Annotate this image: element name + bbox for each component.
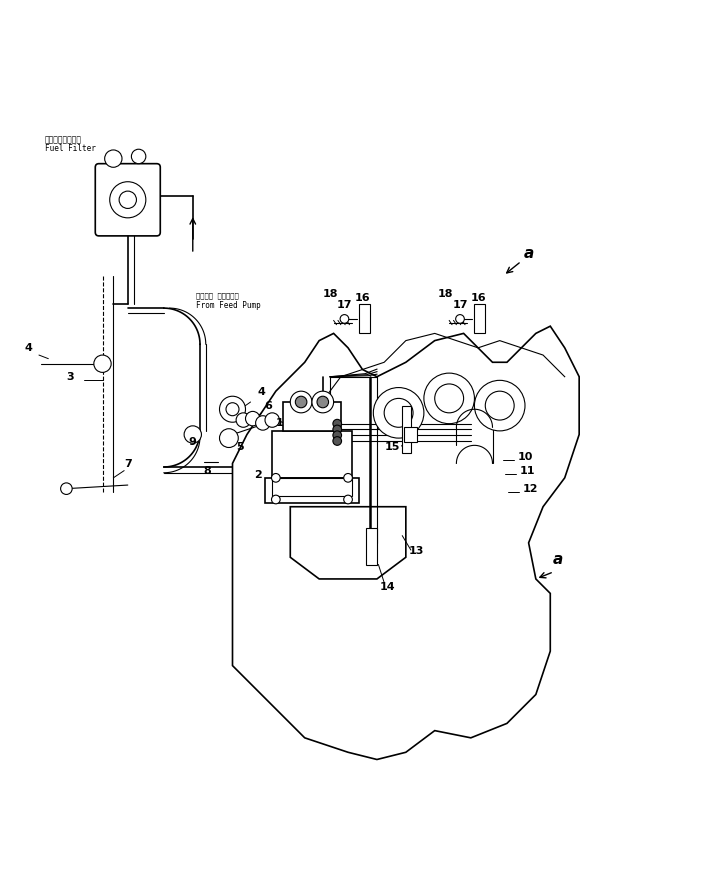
Text: 6: 6 (265, 401, 273, 411)
Polygon shape (233, 326, 579, 760)
Bar (283, 402, 341, 431)
Circle shape (333, 431, 341, 440)
Circle shape (256, 415, 270, 430)
Circle shape (290, 391, 312, 413)
Circle shape (333, 420, 341, 428)
Circle shape (131, 149, 146, 163)
Text: フィード  ポンプから: フィード ポンプから (196, 292, 239, 299)
Text: 4: 4 (257, 387, 265, 397)
Text: 14: 14 (380, 581, 396, 592)
Circle shape (317, 396, 328, 408)
Text: 11: 11 (520, 467, 536, 476)
Bar (366, 528, 377, 565)
Circle shape (340, 315, 349, 323)
Circle shape (435, 384, 463, 413)
Circle shape (456, 315, 464, 323)
Bar (265, 478, 359, 503)
Bar (359, 304, 370, 334)
Circle shape (271, 495, 280, 504)
Text: 15: 15 (385, 442, 400, 453)
Circle shape (474, 381, 525, 431)
Text: 4: 4 (25, 343, 33, 354)
Circle shape (384, 398, 413, 428)
Circle shape (295, 396, 307, 408)
Text: From Feed Pump: From Feed Pump (196, 302, 261, 310)
Text: 10: 10 (518, 452, 533, 461)
Circle shape (344, 495, 352, 504)
Text: 3: 3 (66, 372, 74, 382)
Bar (402, 406, 411, 453)
Text: フェエルフィルタ: フェエルフィルタ (45, 135, 82, 144)
Circle shape (344, 474, 352, 482)
Circle shape (61, 483, 72, 494)
Circle shape (109, 182, 146, 218)
Text: 5: 5 (236, 442, 244, 453)
Circle shape (226, 402, 239, 415)
Text: 16: 16 (471, 293, 486, 303)
Text: 17: 17 (336, 300, 352, 310)
Circle shape (236, 413, 251, 428)
Circle shape (220, 396, 246, 422)
Text: 17: 17 (452, 300, 468, 310)
Bar (474, 304, 485, 334)
Text: 16: 16 (355, 293, 370, 303)
Circle shape (184, 426, 202, 443)
Bar (272, 431, 352, 478)
Text: 8: 8 (203, 467, 211, 476)
Text: 12: 12 (523, 484, 539, 494)
Text: a: a (552, 553, 563, 567)
Text: 18: 18 (438, 289, 453, 299)
Text: 18: 18 (322, 289, 338, 299)
Text: 7: 7 (124, 459, 132, 469)
Circle shape (312, 391, 334, 413)
Text: 1: 1 (276, 418, 283, 428)
Circle shape (265, 413, 279, 428)
Circle shape (94, 355, 111, 373)
Text: Fuel Filter: Fuel Filter (45, 143, 96, 153)
Circle shape (246, 411, 260, 426)
Circle shape (424, 373, 474, 424)
Circle shape (220, 428, 239, 448)
Circle shape (485, 391, 514, 420)
Bar (405, 428, 418, 441)
Circle shape (119, 191, 136, 209)
Text: 13: 13 (409, 546, 424, 555)
Circle shape (333, 436, 341, 445)
Text: a: a (523, 246, 534, 261)
Circle shape (104, 150, 122, 167)
Circle shape (333, 425, 341, 434)
Polygon shape (290, 507, 406, 579)
Bar (272, 478, 352, 496)
Circle shape (373, 388, 424, 438)
Text: 9: 9 (188, 437, 196, 448)
Text: 2: 2 (254, 470, 262, 480)
FancyBboxPatch shape (95, 163, 160, 235)
Circle shape (271, 474, 280, 482)
